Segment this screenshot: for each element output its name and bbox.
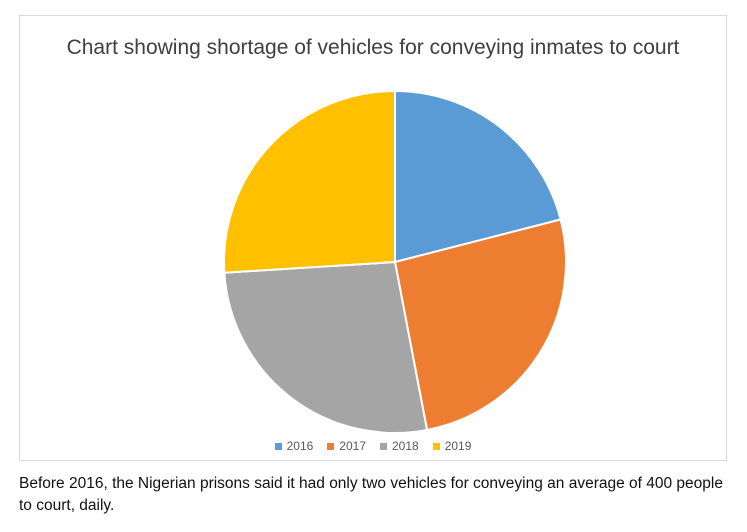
pie-slice-2016 (394, 89, 562, 264)
legend-swatch-2019 (432, 442, 440, 450)
pie-slice-2017 (393, 218, 567, 432)
chart-legend: 2016 2017 2018 2019 (20, 439, 726, 453)
caption-text: Before 2016, the Nigerian prisons said i… (19, 475, 723, 514)
pie-slice-2018 (223, 260, 429, 434)
legend-label-2017: 2017 (339, 439, 366, 453)
legend-swatch-2016 (274, 442, 282, 450)
legend-item-2019: 2019 (432, 439, 472, 453)
legend-item-2017: 2017 (327, 439, 366, 453)
chart-area: Chart showing shortage of vehicles for c… (19, 15, 727, 461)
legend-label-2016: 2016 (286, 439, 314, 453)
legend-item-2016: 2016 (274, 439, 314, 453)
legend-label-2018: 2018 (392, 439, 419, 453)
legend-swatch-2017 (327, 442, 335, 450)
chart-title: Chart showing shortage of vehicles for c… (66, 36, 680, 59)
pie-chart (223, 89, 567, 434)
legend-item-2018: 2018 (380, 439, 419, 453)
pie-slice-2019 (223, 89, 396, 274)
legend-label-2019: 2019 (444, 439, 472, 453)
legend-swatch-2018 (380, 442, 387, 450)
